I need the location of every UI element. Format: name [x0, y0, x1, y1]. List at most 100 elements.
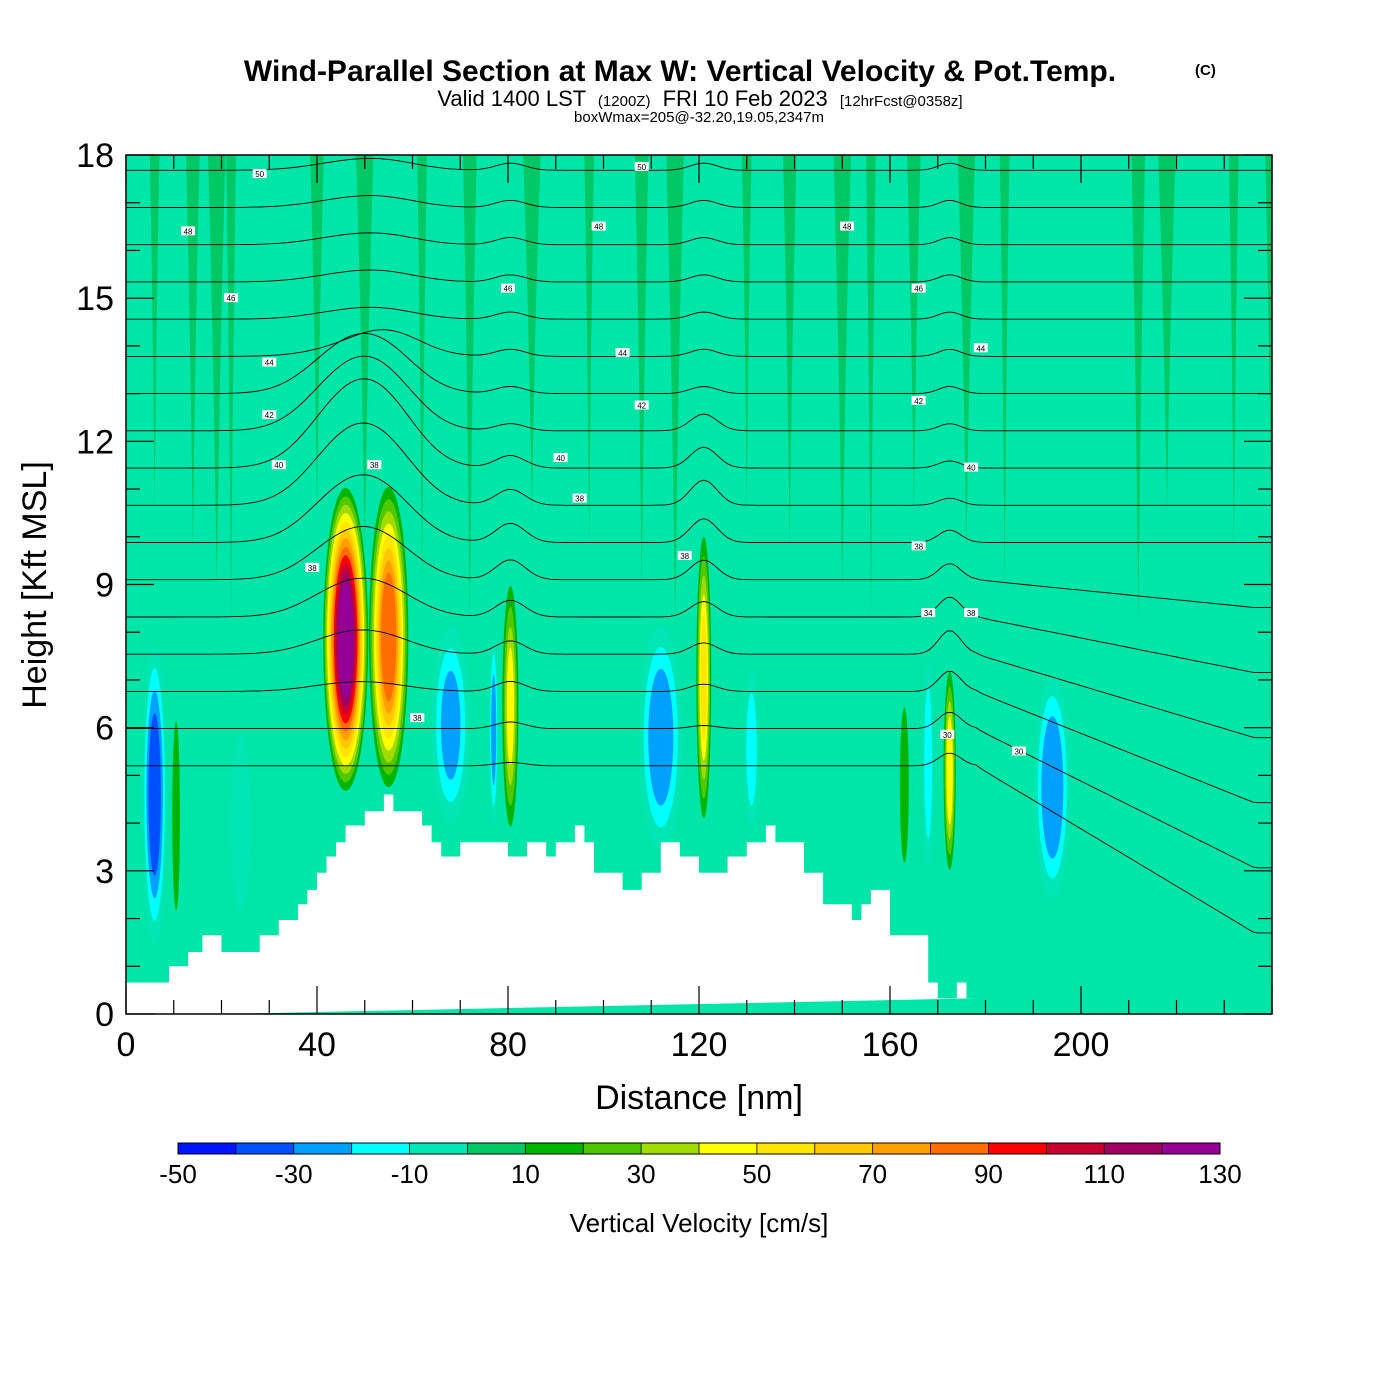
upper-streak [226, 155, 236, 628]
colorbar-label: 110 [1083, 1159, 1124, 1189]
theta-label: 38 [367, 460, 382, 470]
theta-label-box [964, 608, 979, 618]
y-tick-label: 18 [76, 137, 114, 175]
theta-label-text: 44 [976, 344, 985, 353]
theta-label: 38 [911, 541, 926, 551]
colorbar-swatch [525, 1143, 584, 1154]
upper-streak [310, 155, 324, 513]
y-tick-label: 6 [95, 710, 114, 748]
colorbar-label: -30 [275, 1159, 313, 1189]
updraft-band [899, 707, 909, 863]
colorbar-swatch [1104, 1143, 1163, 1154]
theta-label: 44 [615, 348, 630, 358]
theta-label: 40 [964, 462, 979, 473]
colorbar-swatch [235, 1143, 295, 1154]
upper-streak [1131, 155, 1146, 628]
axis-ticks: 0 40 80 120 160 200 0 3 6 9 12 15 18 [76, 137, 1273, 1064]
theta-label-box [911, 395, 926, 405]
theta-label: 40 [553, 453, 568, 463]
upper-streak [1228, 155, 1239, 552]
colorbar-swatch [1162, 1143, 1221, 1154]
theta-contour [126, 629, 1272, 739]
theta-label-box [634, 400, 649, 410]
downdraft-band [491, 674, 497, 786]
theta-label-box [940, 729, 955, 739]
theta-label-box [252, 169, 267, 179]
upper-streak [417, 155, 427, 590]
theta-label-text: 48 [594, 223, 603, 232]
updraft-band [946, 716, 953, 825]
theta-label-box [553, 453, 568, 463]
title-mark: (C) [1195, 62, 1216, 79]
theta-contour [126, 711, 1272, 869]
theta-label: 40 [271, 460, 286, 470]
theta-label-text: 42 [914, 397, 923, 406]
theta-label: 48 [181, 226, 196, 236]
theta-label-text: 44 [265, 359, 274, 368]
theta-label-text: 48 [184, 227, 193, 236]
terrain [126, 794, 976, 1014]
colorbar-swatch [467, 1143, 526, 1154]
theta-contour [126, 671, 1272, 804]
theta-contour [126, 577, 1272, 674]
theta-label-box [501, 283, 515, 293]
theta-label: 50 [634, 161, 649, 172]
theta-contour [126, 752, 1272, 934]
x-tick-label: 0 [117, 1026, 136, 1064]
subtitle-date: FRI 10 Feb 2023 [663, 86, 828, 111]
upper-streak [634, 155, 649, 590]
upper-streak [1265, 155, 1272, 590]
theta-label-box [305, 562, 320, 572]
theta-label: 38 [305, 562, 320, 573]
y-axis-label: Height [Kft MSL] [16, 461, 54, 709]
y-tick-label: 0 [95, 996, 114, 1034]
theta-label: 44 [973, 343, 988, 353]
subtitle-forecast: [12hrFcst@0358z] [840, 93, 963, 110]
theta-label: 42 [634, 400, 649, 411]
upper-streaks [149, 155, 1272, 628]
theta-contour [126, 195, 1272, 208]
chart-title: Wind-Parallel Section at Max W: Vertical… [244, 55, 1116, 88]
theta-contour [126, 332, 1272, 395]
theta-label-text: 40 [556, 454, 565, 463]
theta-label-text: 40 [967, 464, 976, 473]
colorbar: -50 -30 -10 10 30 50 70 90 110 130 [159, 1142, 1242, 1189]
chart-subtitle: Valid 1400 LST (1200Z) FRI 10 Feb 2023 [… [437, 86, 962, 111]
upper-streak [356, 155, 374, 552]
colorbar-label: 10 [511, 1159, 540, 1189]
theta-label-box [1011, 746, 1026, 756]
colorbar-swatch [1046, 1143, 1105, 1154]
theta-label: 30 [940, 729, 955, 740]
upper-streak [999, 155, 1010, 590]
y-tick-label: 9 [95, 567, 114, 605]
colorbar-label: 50 [742, 1159, 771, 1189]
colorbar-label: 130 [1198, 1159, 1241, 1189]
theta-contour [126, 306, 1272, 320]
colorbar-title: Vertical Velocity [cm/s] [570, 1208, 829, 1238]
theta-label-text: 44 [618, 349, 627, 358]
theta-contours [126, 157, 1272, 934]
plot-area: 50 50 48 48 48 46 46 46 44 44 44 42 42 42 40 40 40 38 38 38… [126, 155, 1272, 1014]
colorbar-label: 70 [858, 1159, 887, 1189]
theta-label: 34 [921, 608, 936, 618]
downdraft-band [1041, 715, 1064, 859]
theta-label: 38 [677, 550, 692, 561]
theta-label-text: 50 [255, 170, 264, 179]
theta-label-box [591, 221, 606, 231]
theta-label-text: 30 [1014, 748, 1023, 757]
colorbar-swatch [756, 1143, 816, 1154]
downdraft-band [230, 735, 251, 911]
upper-streak [462, 155, 477, 628]
colorbar-swatch [641, 1143, 700, 1154]
upper-streak [207, 155, 226, 590]
upper-streak [186, 155, 200, 552]
theta-label-text: 38 [413, 714, 422, 723]
theta-label-text: 38 [914, 542, 923, 551]
theta-label-box [262, 410, 277, 420]
y-tick-label: 15 [76, 280, 114, 318]
y-tick-label: 12 [76, 423, 114, 461]
updraft-band [506, 647, 514, 765]
colorbar-label: -50 [159, 1159, 197, 1189]
colorbar-label: -10 [391, 1159, 429, 1189]
